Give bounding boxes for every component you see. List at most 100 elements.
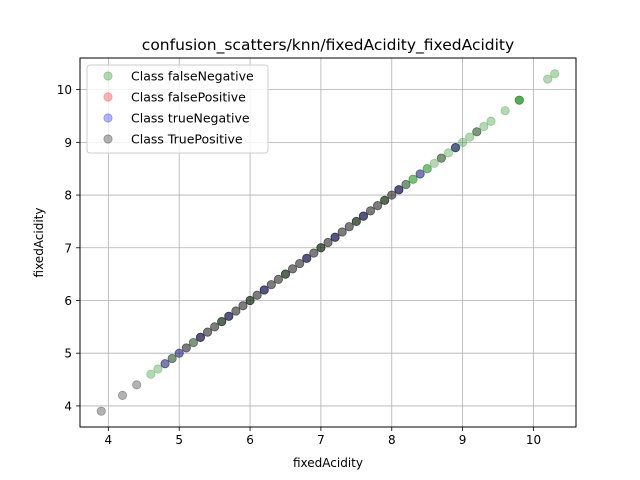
x-tick-label: 5 [175,433,183,447]
scatter-point [514,95,524,105]
scatter-point [245,295,255,306]
scatter-point [422,164,432,174]
scatter-point [273,274,283,284]
y-tick-label: 6 [64,294,72,308]
x-tick-label: 6 [246,433,254,447]
scatter-point [259,285,269,295]
scatter-point [394,185,404,195]
scatter-point [188,338,198,348]
x-tick-label: 10 [526,433,541,447]
scatter-point [387,190,397,200]
scatter-point [174,348,184,358]
scatter-point [394,185,404,195]
scatter-point [167,353,177,364]
scatter-point [486,116,496,126]
scatter-point [372,201,383,211]
y-axis-ticks: 4 5 6 7 8 9 10 [57,83,80,413]
scatter-point [436,153,446,163]
scatter-point [337,227,347,237]
scatter-point [309,248,319,258]
scatter-point [316,243,326,253]
scatter-point [302,253,312,263]
scatter-point [280,269,291,279]
scatter-point [358,211,369,221]
x-axis-label: fixedAcidity [293,456,363,470]
scatter-point [217,316,227,327]
scatter-point [323,237,333,248]
legend-box [86,64,269,154]
series-2 [160,143,461,369]
scatter-point [330,232,340,242]
chart-title: confusion_scatters/knn/fixedAcidity_fixe… [142,36,514,55]
legend-label: Class TruePositive [131,132,243,147]
scatter-point [224,311,234,321]
scatter-point [238,301,248,311]
scatter-point [295,258,305,269]
scatter-point [458,137,468,147]
scatter-point [295,258,305,269]
scatter-point [195,332,206,342]
series-3 [96,127,482,416]
scatter-point [415,169,425,179]
scatter-point [408,174,418,184]
scatter-point [472,127,482,137]
scatter-point [160,359,170,369]
legend-marker [103,113,113,123]
y-tick-label: 10 [57,83,72,97]
scatter-point [273,274,283,284]
y-tick-label: 8 [64,189,72,203]
scatter-point [344,222,354,232]
scatter-point [217,316,227,327]
x-tick-label: 8 [388,433,396,447]
scatter-point [443,148,454,158]
series-0 [146,69,560,379]
scatter-point [365,206,376,216]
y-tick-label: 9 [64,136,72,150]
scatter-point [472,127,482,137]
scatter-point [280,269,291,279]
scatter-point [231,306,241,316]
scatter-point [302,253,312,263]
scatter-point [259,285,269,295]
scatter-point [450,143,461,153]
scatter-point [181,343,191,353]
scatter-point [195,332,206,342]
scatter-point [401,179,411,190]
scatter-point [450,143,461,153]
scatter-point [358,211,369,221]
scatter-point [202,327,213,337]
scatter-point [195,332,206,342]
scatter-point [153,364,163,374]
scatter-point [160,359,170,369]
scatter-point [167,353,177,364]
scatter-point [372,201,383,211]
scatter-point [238,301,248,311]
x-tick-label: 9 [459,433,467,447]
scatter-point [337,227,347,237]
scatter-point [266,280,276,290]
scatter-point [266,280,276,290]
scatter-point [514,95,524,105]
scatter-point [132,380,142,390]
scatter-point [309,248,319,258]
scatter-point [380,195,390,205]
scatter-point [224,311,234,321]
scatter-point [245,295,255,306]
scatter-point [415,169,425,179]
scatter-point [287,264,298,274]
scatter-point [316,243,326,253]
y-tick-label: 5 [64,347,72,361]
scatter-point [351,216,361,227]
scatter-point [252,290,262,300]
scatter-point [316,243,326,253]
scatter-point [323,237,333,248]
scatter-point [550,69,560,79]
scatter-point [245,295,255,306]
scatter-point [259,285,269,295]
scatter-point [422,164,432,174]
scatter-point [450,143,461,153]
x-axis-ticks: 4 5 6 7 8 9 10 [105,427,541,447]
scatter-point [358,211,369,221]
scatter-point [210,322,220,332]
